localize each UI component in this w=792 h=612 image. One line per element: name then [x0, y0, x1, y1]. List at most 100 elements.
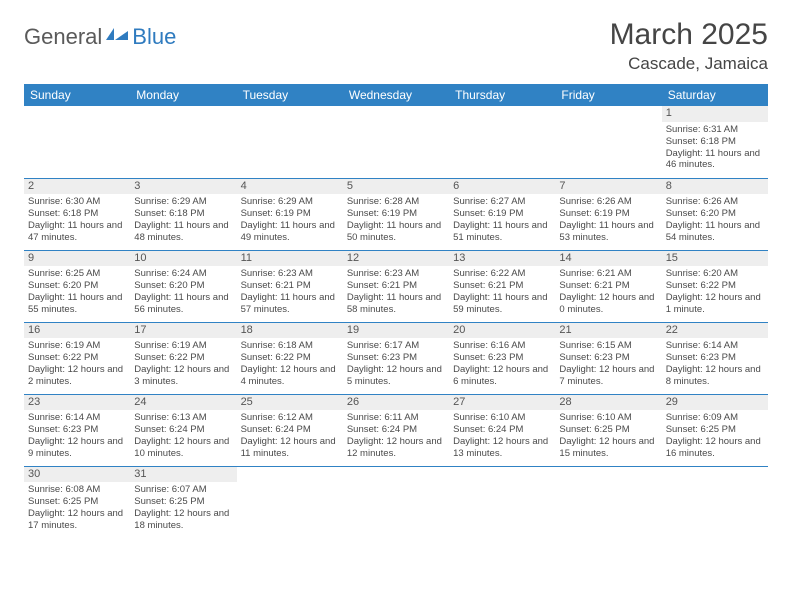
- day-details: Sunrise: 6:15 AMSunset: 6:23 PMDaylight:…: [559, 340, 657, 388]
- day-details: Sunrise: 6:19 AMSunset: 6:22 PMDaylight:…: [28, 340, 126, 388]
- weekday-header: Tuesday: [237, 84, 343, 106]
- day-details: Sunrise: 6:14 AMSunset: 6:23 PMDaylight:…: [28, 412, 126, 460]
- day-number: 26: [343, 395, 449, 411]
- day-cell: [449, 106, 555, 178]
- day-cell: 10Sunrise: 6:24 AMSunset: 6:20 PMDayligh…: [130, 250, 236, 322]
- day-number: 7: [555, 179, 661, 195]
- day-number: 19: [343, 323, 449, 339]
- day-cell: 12Sunrise: 6:23 AMSunset: 6:21 PMDayligh…: [343, 250, 449, 322]
- day-number: 6: [449, 179, 555, 195]
- day-cell: 6Sunrise: 6:27 AMSunset: 6:19 PMDaylight…: [449, 178, 555, 250]
- day-number: 9: [24, 251, 130, 267]
- day-number: 8: [662, 179, 768, 195]
- day-cell: 16Sunrise: 6:19 AMSunset: 6:22 PMDayligh…: [24, 322, 130, 394]
- logo-text-general: General: [24, 24, 102, 50]
- day-details: Sunrise: 6:25 AMSunset: 6:20 PMDaylight:…: [28, 268, 126, 316]
- week-row: 9Sunrise: 6:25 AMSunset: 6:20 PMDaylight…: [24, 250, 768, 322]
- day-number: 18: [237, 323, 343, 339]
- day-details: Sunrise: 6:12 AMSunset: 6:24 PMDaylight:…: [241, 412, 339, 460]
- day-details: Sunrise: 6:30 AMSunset: 6:18 PMDaylight:…: [28, 196, 126, 244]
- day-details: Sunrise: 6:19 AMSunset: 6:22 PMDaylight:…: [134, 340, 232, 388]
- weekday-header: Sunday: [24, 84, 130, 106]
- day-cell: 29Sunrise: 6:09 AMSunset: 6:25 PMDayligh…: [662, 394, 768, 466]
- day-cell: 25Sunrise: 6:12 AMSunset: 6:24 PMDayligh…: [237, 394, 343, 466]
- day-details: Sunrise: 6:22 AMSunset: 6:21 PMDaylight:…: [453, 268, 551, 316]
- logo-flag-icon: [106, 26, 130, 49]
- day-number: 10: [130, 251, 236, 267]
- day-cell: [555, 466, 661, 538]
- day-cell: [130, 106, 236, 178]
- weekday-header-row: SundayMondayTuesdayWednesdayThursdayFrid…: [24, 84, 768, 106]
- day-cell: [449, 466, 555, 538]
- day-number: 17: [130, 323, 236, 339]
- day-details: Sunrise: 6:31 AMSunset: 6:18 PMDaylight:…: [666, 124, 764, 172]
- day-number: 31: [130, 467, 236, 483]
- day-details: Sunrise: 6:24 AMSunset: 6:20 PMDaylight:…: [134, 268, 232, 316]
- day-details: Sunrise: 6:20 AMSunset: 6:22 PMDaylight:…: [666, 268, 764, 316]
- weekday-header: Monday: [130, 84, 236, 106]
- day-cell: 30Sunrise: 6:08 AMSunset: 6:25 PMDayligh…: [24, 466, 130, 538]
- day-number: 3: [130, 179, 236, 195]
- day-cell: 1 Sunrise: 6:31 AMSunset: 6:18 PMDaylight…: [662, 106, 768, 178]
- day-details: Sunrise: 6:28 AMSunset: 6:19 PMDaylight:…: [347, 196, 445, 244]
- day-number: 21: [555, 323, 661, 339]
- day-details: Sunrise: 6:08 AMSunset: 6:25 PMDaylight:…: [28, 484, 126, 532]
- day-cell: 7Sunrise: 6:26 AMSunset: 6:19 PMDaylight…: [555, 178, 661, 250]
- day-number: 4: [237, 179, 343, 195]
- location: Cascade, Jamaica: [610, 54, 768, 74]
- day-cell: 18Sunrise: 6:18 AMSunset: 6:22 PMDayligh…: [237, 322, 343, 394]
- day-number: 13: [449, 251, 555, 267]
- day-cell: 28Sunrise: 6:10 AMSunset: 6:25 PMDayligh…: [555, 394, 661, 466]
- day-details: Sunrise: 6:13 AMSunset: 6:24 PMDaylight:…: [134, 412, 232, 460]
- day-cell: 21Sunrise: 6:15 AMSunset: 6:23 PMDayligh…: [555, 322, 661, 394]
- day-cell: 19Sunrise: 6:17 AMSunset: 6:23 PMDayligh…: [343, 322, 449, 394]
- day-cell: 14Sunrise: 6:21 AMSunset: 6:21 PMDayligh…: [555, 250, 661, 322]
- day-details: Sunrise: 6:09 AMSunset: 6:25 PMDaylight:…: [666, 412, 764, 460]
- day-details: Sunrise: 6:23 AMSunset: 6:21 PMDaylight:…: [347, 268, 445, 316]
- day-details: Sunrise: 6:11 AMSunset: 6:24 PMDaylight:…: [347, 412, 445, 460]
- day-number: 27: [449, 395, 555, 411]
- day-details: Sunrise: 6:18 AMSunset: 6:22 PMDaylight:…: [241, 340, 339, 388]
- day-cell: 27Sunrise: 6:10 AMSunset: 6:24 PMDayligh…: [449, 394, 555, 466]
- day-cell: 11Sunrise: 6:23 AMSunset: 6:21 PMDayligh…: [237, 250, 343, 322]
- day-cell: [24, 106, 130, 178]
- day-cell: 13Sunrise: 6:22 AMSunset: 6:21 PMDayligh…: [449, 250, 555, 322]
- day-details: Sunrise: 6:07 AMSunset: 6:25 PMDaylight:…: [134, 484, 232, 532]
- day-details: Sunrise: 6:21 AMSunset: 6:21 PMDaylight:…: [559, 268, 657, 316]
- page-title: March 2025: [610, 18, 768, 52]
- day-cell: 9Sunrise: 6:25 AMSunset: 6:20 PMDaylight…: [24, 250, 130, 322]
- day-details: Sunrise: 6:17 AMSunset: 6:23 PMDaylight:…: [347, 340, 445, 388]
- day-details: Sunrise: 6:26 AMSunset: 6:19 PMDaylight:…: [559, 196, 657, 244]
- day-number: 29: [662, 395, 768, 411]
- calendar-table: SundayMondayTuesdayWednesdayThursdayFrid…: [24, 84, 768, 538]
- week-row: 1 Sunrise: 6:31 AMSunset: 6:18 PMDaylight…: [24, 106, 768, 178]
- day-details: Sunrise: 6:23 AMSunset: 6:21 PMDaylight:…: [241, 268, 339, 316]
- day-cell: 3Sunrise: 6:29 AMSunset: 6:18 PMDaylight…: [130, 178, 236, 250]
- day-number: 1: [662, 106, 768, 122]
- day-cell: 17Sunrise: 6:19 AMSunset: 6:22 PMDayligh…: [130, 322, 236, 394]
- day-cell: [343, 106, 449, 178]
- weekday-header: Friday: [555, 84, 661, 106]
- day-cell: 31Sunrise: 6:07 AMSunset: 6:25 PMDayligh…: [130, 466, 236, 538]
- title-block: March 2025 Cascade, Jamaica: [610, 18, 768, 74]
- weekday-header: Saturday: [662, 84, 768, 106]
- day-number: 22: [662, 323, 768, 339]
- week-row: 23Sunrise: 6:14 AMSunset: 6:23 PMDayligh…: [24, 394, 768, 466]
- day-number: 12: [343, 251, 449, 267]
- day-cell: [662, 466, 768, 538]
- weekday-header: Thursday: [449, 84, 555, 106]
- day-cell: 2Sunrise: 6:30 AMSunset: 6:18 PMDaylight…: [24, 178, 130, 250]
- day-details: Sunrise: 6:26 AMSunset: 6:20 PMDaylight:…: [666, 196, 764, 244]
- day-cell: 23Sunrise: 6:14 AMSunset: 6:23 PMDayligh…: [24, 394, 130, 466]
- day-number: 14: [555, 251, 661, 267]
- day-cell: 20Sunrise: 6:16 AMSunset: 6:23 PMDayligh…: [449, 322, 555, 394]
- day-number: 2: [24, 179, 130, 195]
- day-number: 23: [24, 395, 130, 411]
- day-details: Sunrise: 6:27 AMSunset: 6:19 PMDaylight:…: [453, 196, 551, 244]
- day-details: Sunrise: 6:29 AMSunset: 6:18 PMDaylight:…: [134, 196, 232, 244]
- week-row: 2Sunrise: 6:30 AMSunset: 6:18 PMDaylight…: [24, 178, 768, 250]
- day-details: Sunrise: 6:29 AMSunset: 6:19 PMDaylight:…: [241, 196, 339, 244]
- logo: General Blue: [24, 24, 176, 50]
- day-details: Sunrise: 6:14 AMSunset: 6:23 PMDaylight:…: [666, 340, 764, 388]
- day-cell: 8Sunrise: 6:26 AMSunset: 6:20 PMDaylight…: [662, 178, 768, 250]
